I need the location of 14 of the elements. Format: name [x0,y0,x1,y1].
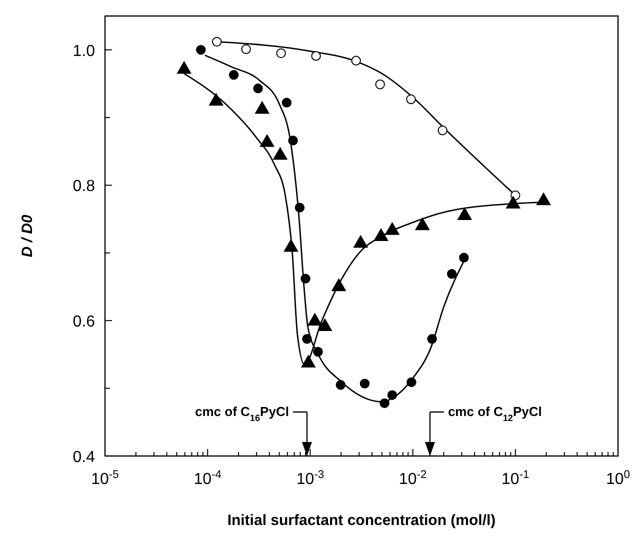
y-tick-label: 0.8 [72,178,96,196]
x-axis-title: Initial surfactant concentration (mol/l) [227,512,496,529]
x-tick-label: 10$^{-3}$ [296,469,324,488]
ref-line-label: cmc of C$_{16}$PyCl [195,404,289,423]
x-tick-label: 10$^{0}$ [606,469,630,488]
y-axis-title: D / D0 [19,214,36,258]
y-tick-label: 1.0 [72,42,96,60]
x-tick-label: 10$^{-4}$ [194,469,222,488]
x-tick-label: 10$^{-2}$ [398,469,427,488]
ref-line-label: cmc of C$_{12}$PyCl [448,404,542,423]
y-tick-label: 0.4 [72,449,96,466]
x-tick-label: 10$^{-5}$ [91,469,119,488]
x-tick-label: 10$^{-1}$ [502,469,530,488]
y-tick-label: 0.6 [72,314,96,331]
